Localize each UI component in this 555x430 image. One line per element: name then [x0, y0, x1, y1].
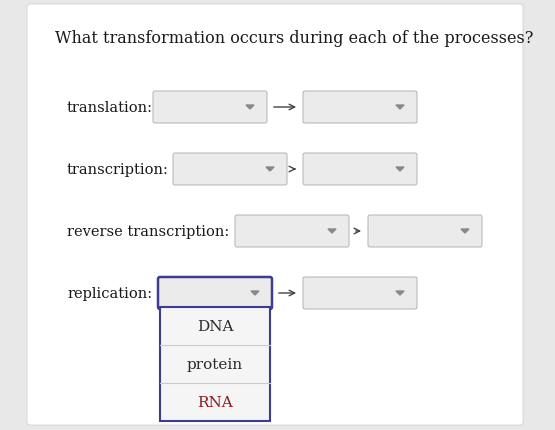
Polygon shape — [266, 168, 274, 172]
Text: replication:: replication: — [67, 286, 152, 300]
Text: transcription:: transcription: — [67, 163, 169, 177]
FancyBboxPatch shape — [235, 215, 349, 247]
FancyBboxPatch shape — [303, 92, 417, 124]
Polygon shape — [246, 106, 254, 110]
FancyBboxPatch shape — [160, 307, 270, 421]
FancyBboxPatch shape — [27, 5, 523, 425]
Polygon shape — [396, 291, 404, 295]
FancyBboxPatch shape — [368, 215, 482, 247]
Polygon shape — [396, 168, 404, 172]
Text: DNA: DNA — [197, 319, 233, 333]
FancyBboxPatch shape — [173, 154, 287, 186]
Text: translation:: translation: — [67, 101, 153, 115]
FancyBboxPatch shape — [158, 277, 272, 309]
Text: reverse transcription:: reverse transcription: — [67, 224, 229, 239]
Polygon shape — [461, 230, 469, 233]
Text: What transformation occurs during each of the processes?: What transformation occurs during each o… — [55, 30, 533, 47]
FancyBboxPatch shape — [303, 154, 417, 186]
Polygon shape — [251, 291, 259, 295]
FancyBboxPatch shape — [153, 92, 267, 124]
Text: protein: protein — [187, 357, 243, 371]
Polygon shape — [396, 106, 404, 110]
FancyBboxPatch shape — [303, 277, 417, 309]
Polygon shape — [328, 230, 336, 233]
Text: RNA: RNA — [197, 395, 233, 409]
